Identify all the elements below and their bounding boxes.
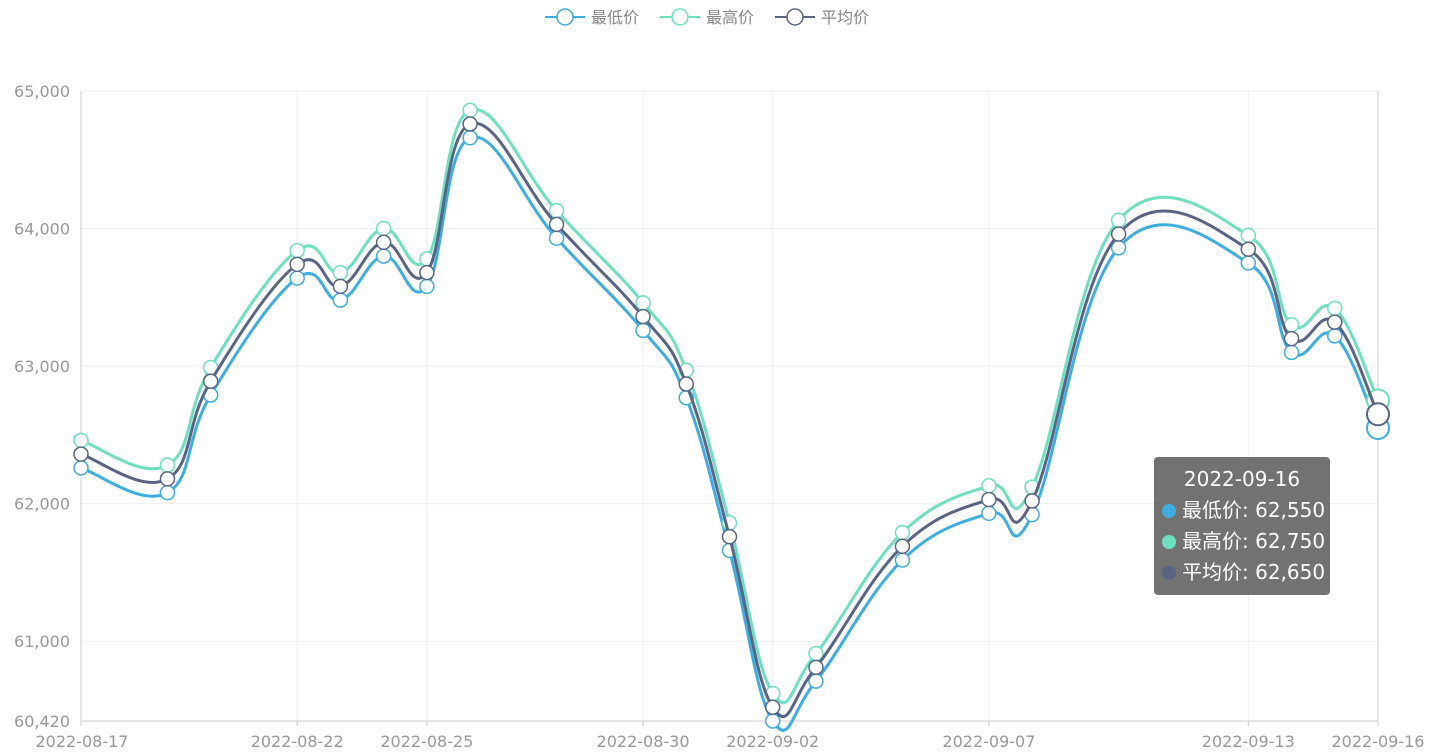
tooltip-row-min: 最低价: 62,550 bbox=[1162, 495, 1330, 526]
x-tick-label: 2022-09-07 bbox=[942, 732, 1035, 751]
tooltip-dot-avg bbox=[1162, 566, 1176, 580]
series-lines[interactable] bbox=[73, 102, 1390, 732]
data-point[interactable] bbox=[202, 373, 219, 389]
data-point[interactable] bbox=[1366, 402, 1390, 427]
tooltip-label-avg: 平均价: 62,650 bbox=[1182, 560, 1326, 584]
data-point[interactable] bbox=[981, 478, 997, 494]
data-point[interactable] bbox=[1283, 344, 1300, 361]
x-axis-tick-labels: 2022-08-17 2022-08-22 2022-08-25 2022-08-30… bbox=[36, 732, 1425, 751]
series-1[interactable] bbox=[73, 130, 1390, 732]
x-tick-label: 2022-09-02 bbox=[726, 732, 819, 751]
data-point[interactable] bbox=[981, 505, 997, 522]
data-point[interactable] bbox=[635, 308, 651, 325]
legend-marker bbox=[556, 8, 574, 26]
y-axis-tick-labels: 60,420 61,000 62,000 63,000 64,000 65,000 bbox=[14, 82, 70, 731]
data-point[interactable] bbox=[548, 202, 565, 219]
x-tick-label: 2022-08-22 bbox=[251, 732, 344, 751]
y-tick-label: 60,420 bbox=[14, 712, 70, 731]
series-line[interactable] bbox=[80, 121, 1380, 718]
data-point[interactable] bbox=[419, 264, 435, 281]
data-point[interactable] bbox=[981, 491, 997, 508]
data-point[interactable] bbox=[1327, 314, 1343, 330]
data-point[interactable] bbox=[73, 432, 89, 449]
data-point[interactable] bbox=[1240, 227, 1257, 244]
x-tick-label: 2022-09-13 bbox=[1202, 732, 1295, 751]
data-point[interactable] bbox=[635, 322, 651, 339]
tooltip: 2022-09-16 最低价: 62,550 最高价: 62,750 平均价: … bbox=[1154, 457, 1330, 595]
data-point[interactable] bbox=[894, 538, 911, 555]
legend-marker bbox=[671, 8, 689, 26]
series-line[interactable] bbox=[80, 107, 1380, 705]
legend[interactable]: 最低价 最高价 平均价 bbox=[545, 8, 869, 27]
data-point[interactable] bbox=[808, 659, 824, 676]
data-point[interactable] bbox=[289, 256, 305, 273]
series-2[interactable] bbox=[73, 102, 1390, 705]
data-point[interactable] bbox=[764, 713, 781, 729]
tooltip-dot-max bbox=[1162, 535, 1176, 549]
tooltip-title: 2022-09-16 bbox=[1183, 467, 1301, 491]
data-point[interactable] bbox=[332, 292, 349, 308]
y-tick-label: 65,000 bbox=[14, 82, 70, 101]
data-point[interactable] bbox=[289, 270, 305, 286]
data-point[interactable] bbox=[1327, 300, 1343, 317]
data-point[interactable] bbox=[159, 471, 176, 487]
x-tick-label: 2022-08-17 bbox=[36, 732, 129, 751]
data-point[interactable] bbox=[73, 460, 89, 476]
data-point[interactable] bbox=[894, 524, 911, 541]
data-point[interactable] bbox=[375, 248, 392, 264]
data-point[interactable] bbox=[1240, 241, 1257, 257]
data-point[interactable] bbox=[1240, 255, 1257, 271]
legend-item-3[interactable]: 平均价 bbox=[775, 8, 869, 27]
data-point[interactable] bbox=[462, 116, 478, 132]
data-point[interactable] bbox=[289, 242, 305, 259]
data-point[interactable] bbox=[764, 699, 781, 715]
tooltip-row-max: 最高价: 62,750 bbox=[1162, 526, 1330, 557]
legend-item-2[interactable]: 最高价 bbox=[660, 8, 754, 27]
data-point[interactable] bbox=[332, 278, 349, 295]
data-point[interactable] bbox=[548, 216, 565, 233]
data-point[interactable] bbox=[1283, 330, 1300, 347]
grid-lines bbox=[80, 90, 1379, 721]
legend-item-1[interactable]: 最低价 bbox=[545, 8, 639, 27]
y-tick-label: 64,000 bbox=[14, 220, 70, 239]
y-tick-label: 62,000 bbox=[14, 495, 70, 514]
data-point[interactable] bbox=[462, 130, 478, 146]
data-point[interactable] bbox=[1327, 328, 1343, 344]
x-tick-label: 2022-09-16 bbox=[1332, 732, 1425, 751]
axes bbox=[80, 91, 1379, 726]
y-tick-label: 63,000 bbox=[14, 357, 70, 376]
data-point[interactable] bbox=[419, 278, 435, 295]
data-point[interactable] bbox=[462, 102, 478, 119]
data-point[interactable] bbox=[73, 446, 89, 462]
y-tick-label: 61,000 bbox=[14, 632, 70, 651]
legend-marker bbox=[786, 8, 804, 26]
data-point[interactable] bbox=[1024, 493, 1040, 509]
legend-label: 最低价 bbox=[591, 8, 639, 27]
legend-label: 平均价 bbox=[821, 8, 869, 27]
data-point[interactable] bbox=[548, 230, 565, 246]
x-tick-label: 2022-08-30 bbox=[597, 732, 690, 751]
data-point[interactable] bbox=[332, 264, 349, 281]
data-point[interactable] bbox=[375, 234, 392, 251]
data-point[interactable] bbox=[678, 376, 695, 392]
data-point[interactable] bbox=[894, 552, 911, 568]
tooltip-label-max: 最高价: 62,750 bbox=[1182, 529, 1326, 553]
data-point[interactable] bbox=[1110, 212, 1127, 229]
data-point[interactable] bbox=[1110, 226, 1127, 242]
data-point[interactable] bbox=[721, 528, 738, 545]
tooltip-row-avg: 平均价: 62,650 bbox=[1162, 557, 1330, 588]
data-point[interactable] bbox=[159, 457, 176, 473]
data-point[interactable] bbox=[375, 220, 392, 237]
x-tick-label: 2022-08-25 bbox=[380, 732, 473, 751]
data-point[interactable] bbox=[635, 295, 651, 311]
legend-label: 最高价 bbox=[706, 8, 754, 27]
tooltip-dot-min bbox=[1162, 504, 1176, 518]
series-3[interactable] bbox=[73, 116, 1390, 718]
tooltip-label-min: 最低价: 62,550 bbox=[1182, 498, 1326, 522]
data-point[interactable] bbox=[159, 484, 176, 501]
